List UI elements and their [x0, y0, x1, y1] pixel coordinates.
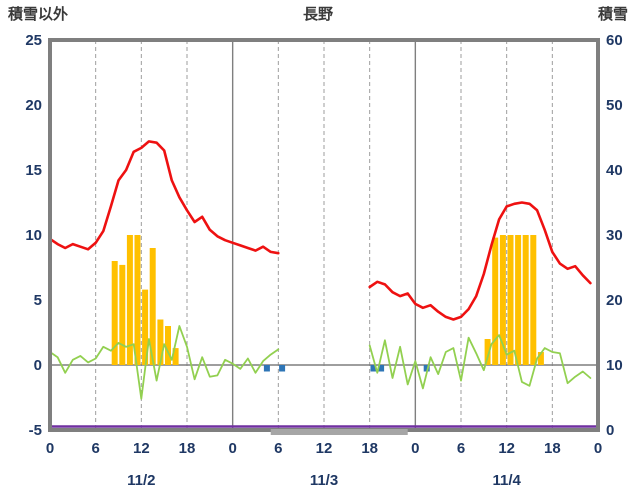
left-axis-title: 積雪以外	[8, 6, 69, 23]
sunshine-bar	[111, 261, 118, 365]
sunshine-bar	[484, 339, 491, 365]
wind-speed-line	[49, 325, 592, 400]
sunshine-bar	[492, 237, 499, 365]
hour-tick-label: 0	[411, 440, 419, 457]
temperature-line	[48, 140, 592, 321]
left-axis-tick-label: 25	[25, 32, 42, 49]
chart-title: 長野	[302, 6, 333, 23]
hour-tick-label: 6	[274, 440, 282, 457]
hour-tick-label: 0	[228, 440, 236, 457]
sunshine-bar	[149, 248, 156, 365]
precipitation-bar	[263, 365, 270, 372]
sunshine-bar	[522, 235, 529, 365]
left-axis-tick-label: 5	[34, 292, 42, 309]
sunshine-bar	[530, 235, 537, 365]
sunshine-bar	[499, 235, 506, 365]
hour-tick-label: 12	[133, 440, 150, 457]
sunshine-bar	[515, 235, 522, 365]
hour-tick-label: 18	[544, 440, 561, 457]
right-axis-tick-label: 30	[606, 227, 623, 244]
right-axis-tick-label: 10	[606, 357, 623, 374]
right-axis-tick-label: 20	[606, 292, 623, 309]
right-axis-tick-label: 40	[606, 162, 623, 179]
left-axis-tick-label: 20	[25, 97, 42, 114]
sunshine-bar	[537, 352, 544, 365]
sunshine-bar	[142, 289, 149, 365]
hour-tick-label: 6	[91, 440, 99, 457]
hour-tick-label: 6	[457, 440, 465, 457]
right-axis-tick-label: 50	[606, 97, 623, 114]
hour-tick-label: 0	[46, 440, 54, 457]
left-axis-tick-label: 10	[25, 227, 42, 244]
hour-tick-label: 0	[594, 440, 602, 457]
precipitation-bar	[378, 365, 385, 372]
precipitation-bar	[279, 365, 286, 372]
sunshine-bar	[134, 235, 141, 365]
right-axis-tick-label: 0	[606, 422, 614, 439]
hour-tick-label: 18	[179, 440, 196, 457]
sunshine-bar	[165, 326, 171, 365]
left-axis-tick-label: 15	[25, 162, 42, 179]
left-axis-tick-label: 0	[34, 357, 42, 374]
date-label: 11/2	[127, 472, 155, 489]
date-label: 11/3	[310, 472, 338, 489]
hour-tick-label: 18	[361, 440, 378, 457]
sunshine-bar	[157, 319, 164, 365]
precipitation-bar	[370, 365, 377, 372]
sunshine-bar	[119, 264, 126, 365]
sunshine-bar	[172, 348, 179, 365]
precipitation-bar	[423, 365, 430, 372]
date-label: 11/4	[492, 472, 521, 489]
left-axis-tick-label: -5	[29, 422, 42, 439]
sunshine-bar	[507, 235, 514, 365]
right-axis-title: 積雪	[597, 6, 628, 23]
sunshine-bar	[126, 235, 133, 365]
hour-tick-label: 12	[316, 440, 333, 457]
right-axis-tick-label: 60	[606, 32, 623, 49]
hour-tick-label: 12	[498, 440, 515, 457]
